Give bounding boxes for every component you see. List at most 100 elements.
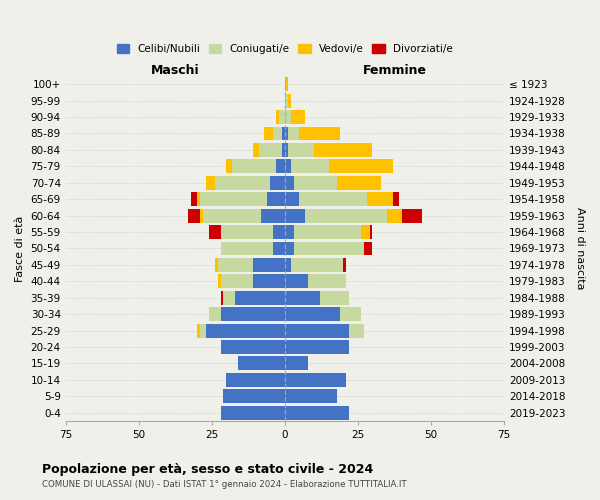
Bar [387,208,401,222]
Bar [200,192,267,206]
Bar [232,160,276,173]
Bar [285,356,308,370]
Bar [305,208,387,222]
Bar [285,390,337,404]
Bar [265,126,273,140]
Bar [293,225,361,239]
Bar [215,258,218,272]
Bar [299,192,367,206]
Bar [282,143,285,157]
Bar [288,143,314,157]
Bar [221,274,253,288]
Bar [361,225,370,239]
Bar [218,274,221,288]
Bar [308,274,346,288]
Bar [285,208,305,222]
Text: COMUNE DI ULASSAI (NU) - Dati ISTAT 1° gennaio 2024 - Elaborazione TUTTITALIA.IT: COMUNE DI ULASSAI (NU) - Dati ISTAT 1° g… [42,480,407,489]
Bar [285,291,320,304]
Bar [282,126,285,140]
Bar [221,225,273,239]
Text: Maschi: Maschi [151,64,200,77]
Bar [364,242,373,256]
Bar [290,110,305,124]
Bar [221,242,273,256]
Bar [285,110,290,124]
Bar [285,274,308,288]
Bar [285,94,288,108]
Bar [349,324,364,338]
Bar [299,126,340,140]
Bar [221,340,285,354]
Bar [288,94,290,108]
Bar [200,324,206,338]
Bar [203,208,262,222]
Bar [221,406,285,419]
Bar [188,208,200,222]
Bar [259,143,282,157]
Bar [235,291,285,304]
Bar [370,225,373,239]
Bar [276,110,279,124]
Bar [293,176,337,190]
Bar [285,160,290,173]
Bar [218,258,253,272]
Bar [209,307,221,321]
Bar [343,258,346,272]
Bar [221,307,285,321]
Bar [285,126,288,140]
Bar [337,176,381,190]
Y-axis label: Anni di nascita: Anni di nascita [575,207,585,290]
Bar [226,373,285,387]
Bar [285,406,349,419]
Bar [393,192,399,206]
Bar [329,160,393,173]
Bar [238,356,285,370]
Bar [273,242,285,256]
Bar [223,291,235,304]
Bar [401,208,422,222]
Bar [273,225,285,239]
Bar [221,291,223,304]
Bar [340,307,361,321]
Bar [293,242,364,256]
Bar [191,192,197,206]
Bar [367,192,393,206]
Bar [262,208,285,222]
Bar [223,390,285,404]
Bar [253,274,285,288]
Bar [197,324,200,338]
Bar [290,160,329,173]
Bar [285,340,349,354]
Bar [285,258,290,272]
Bar [226,160,232,173]
Bar [215,176,270,190]
Bar [197,192,200,206]
Bar [273,126,282,140]
Bar [285,225,293,239]
Bar [320,291,349,304]
Bar [253,258,285,272]
Text: Femmine: Femmine [362,64,427,77]
Bar [314,143,373,157]
Bar [206,324,285,338]
Bar [209,225,221,239]
Bar [290,258,343,272]
Text: Popolazione per età, sesso e stato civile - 2024: Popolazione per età, sesso e stato civil… [42,462,373,475]
Bar [285,143,288,157]
Bar [267,192,285,206]
Bar [285,324,349,338]
Bar [279,110,285,124]
Bar [288,126,299,140]
Bar [285,242,293,256]
Bar [285,307,340,321]
Y-axis label: Fasce di età: Fasce di età [15,216,25,282]
Bar [285,77,288,91]
Bar [270,176,285,190]
Bar [200,208,203,222]
Bar [285,373,346,387]
Bar [276,160,285,173]
Bar [285,176,293,190]
Bar [253,143,259,157]
Legend: Celibi/Nubili, Coniugati/e, Vedovi/e, Divorziati/e: Celibi/Nubili, Coniugati/e, Vedovi/e, Di… [113,40,457,58]
Bar [206,176,215,190]
